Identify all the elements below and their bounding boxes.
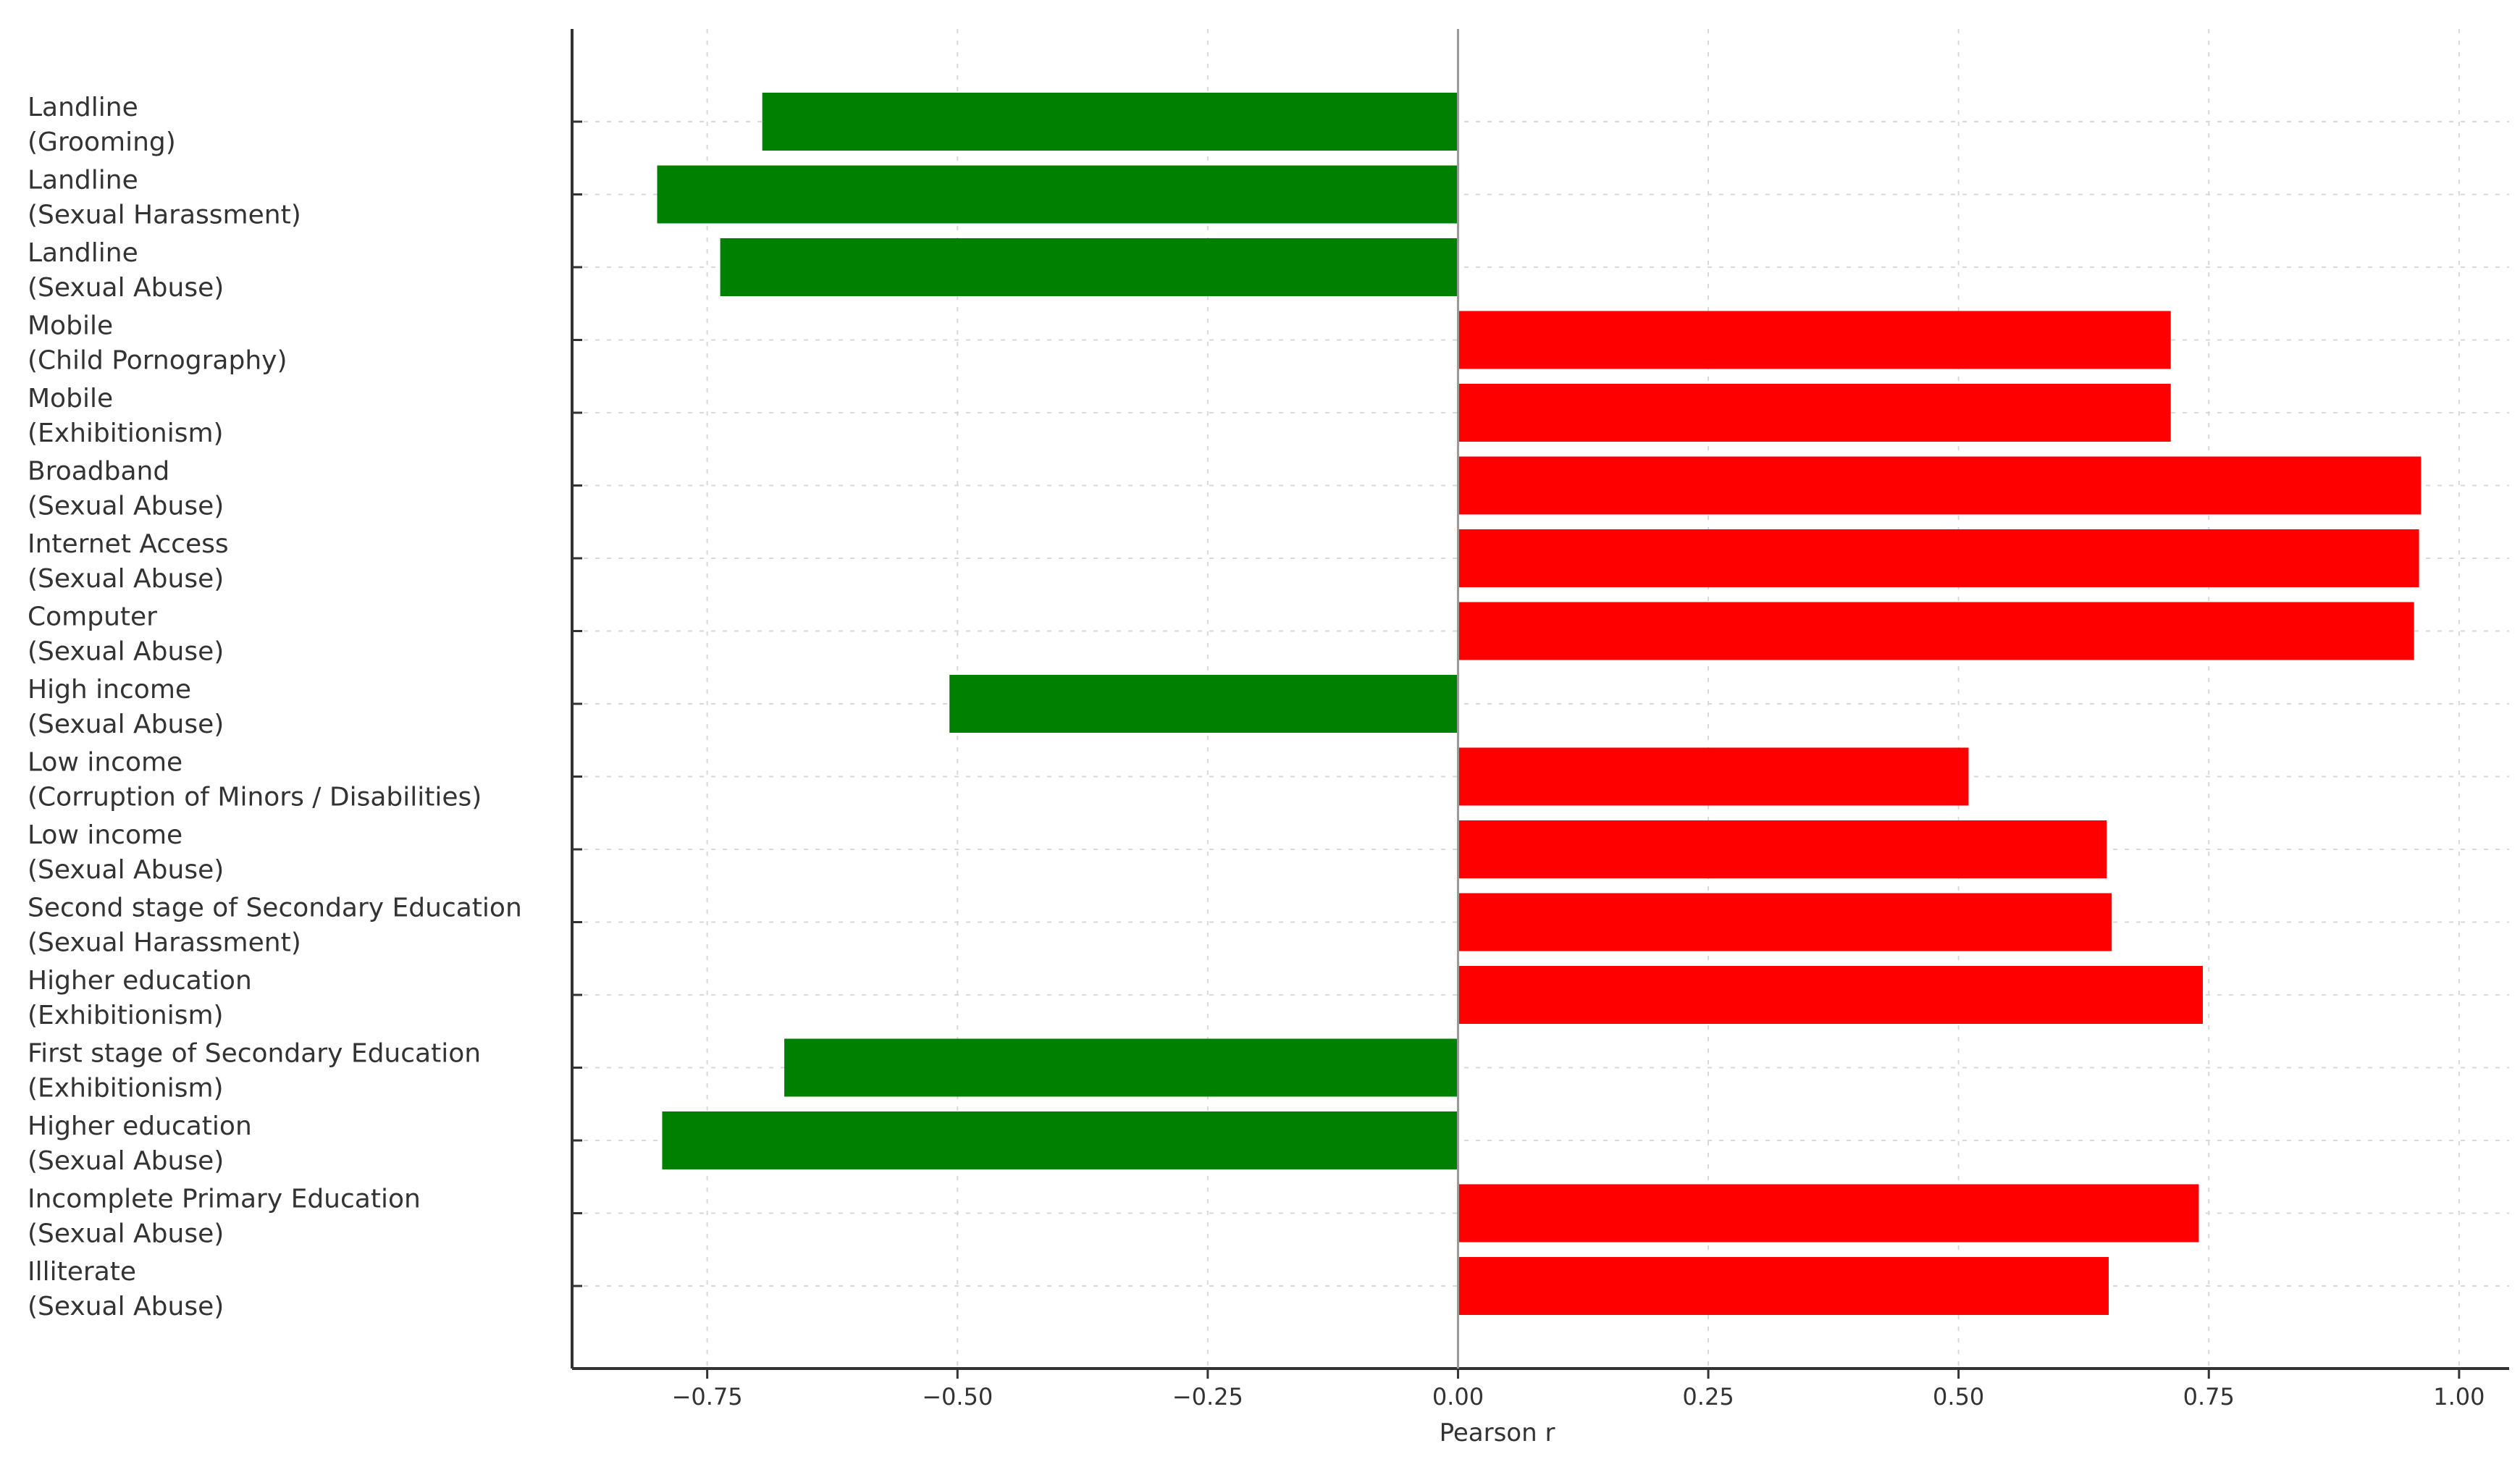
category-label-line1: First stage of Secondary Education xyxy=(28,1039,481,1069)
axis-layer xyxy=(571,29,2509,1370)
category-label-line1: Landline xyxy=(28,238,138,268)
category-label-line1: Mobile xyxy=(28,311,113,341)
x-tick-label: 0.25 xyxy=(1682,1383,1734,1411)
bar-landline-sexual-abuse xyxy=(720,238,1458,296)
category-label-line2: (Corruption of Minors / Disabilities) xyxy=(28,783,482,812)
category-label-line1: Internet Access xyxy=(28,529,229,559)
bar-layer xyxy=(657,93,2422,1315)
category-label-line1: Computer xyxy=(28,602,157,632)
x-tick-label: 0.75 xyxy=(2183,1383,2235,1411)
category-label-line1: Second stage of Secondary Education xyxy=(28,894,522,923)
x-tick-label: 1.00 xyxy=(2433,1383,2485,1411)
bar-illiterate-sexual-abuse xyxy=(1458,1257,2109,1315)
category-label-line2: (Sexual Harassment) xyxy=(28,928,301,958)
bar-broadband-sexual-abuse xyxy=(1458,456,2422,515)
bar-mobile-child-pornography xyxy=(1458,311,2171,369)
x-tick-label: −0.50 xyxy=(922,1383,993,1411)
category-label-line2: (Sexual Abuse) xyxy=(28,492,224,521)
x-tick-label: 0.00 xyxy=(1432,1383,1484,1411)
bar-landline-sexual-harassment xyxy=(657,165,1458,224)
label-layer: −0.75 −0.50 −0.25 0.00 0.25 0.50 0.75 1.00 Landl… xyxy=(28,93,2485,1411)
category-label-line2: (Exhibitionism) xyxy=(28,419,224,448)
category-label-line1: Landline xyxy=(28,93,138,122)
category-label-line2: (Grooming) xyxy=(28,127,176,157)
x-axis-title: Pearson r xyxy=(1440,1418,1555,1447)
category-label-line1: High income xyxy=(28,675,191,705)
x-tick-label: −0.25 xyxy=(1172,1383,1243,1411)
category-label-line1: Higher education xyxy=(28,1111,252,1141)
bar-first-stage-of-secondary-education-exhibitionism xyxy=(784,1038,1458,1097)
bar-low-income-corruption-of-minors-disabilities xyxy=(1458,747,1969,806)
category-label-line2: (Sexual Abuse) xyxy=(28,1292,224,1321)
category-label-line2: (Exhibitionism) xyxy=(28,1074,224,1104)
category-label-line1: Landline xyxy=(28,166,138,196)
category-label-line2: (Sexual Abuse) xyxy=(28,855,224,885)
category-label-line2: (Sexual Abuse) xyxy=(28,710,224,739)
category-label-line2: (Exhibitionism) xyxy=(28,1001,224,1030)
category-label-line1: Illiterate xyxy=(28,1257,136,1287)
bar-higher-education-sexual-abuse xyxy=(662,1111,1458,1169)
category-label-line2: (Sexual Abuse) xyxy=(28,637,224,667)
category-label-line1: Low income xyxy=(28,748,182,778)
category-label-line2: (Sexual Abuse) xyxy=(28,273,224,303)
category-label-line1: Higher education xyxy=(28,966,252,996)
bar-incomplete-primary-education-sexual-abuse xyxy=(1458,1184,2199,1243)
category-label-line1: Broadband xyxy=(28,457,169,487)
category-label-line2: (Sexual Abuse) xyxy=(28,564,224,594)
bar-internet-access-sexual-abuse xyxy=(1458,529,2419,587)
category-label-line1: Incomplete Primary Education xyxy=(28,1185,421,1214)
bar-computer-sexual-abuse xyxy=(1458,602,2414,660)
category-label-line2: (Sexual Abuse) xyxy=(28,1146,224,1176)
bar-mobile-exhibitionism xyxy=(1458,384,2171,442)
bar-low-income-sexual-abuse xyxy=(1458,820,2107,878)
bar-second-stage-of-secondary-education-sexual-harassment xyxy=(1458,893,2112,951)
x-tick-label: 0.50 xyxy=(1933,1383,1984,1411)
category-label-line1: Low income xyxy=(28,820,182,850)
bar-higher-education-exhibitionism xyxy=(1458,966,2203,1024)
category-label-line1: Mobile xyxy=(28,384,113,413)
bar-landline-grooming xyxy=(762,93,1458,151)
category-label-line2: (Sexual Harassment) xyxy=(28,201,301,230)
category-label-line2: (Child Pornography) xyxy=(28,346,287,376)
bar-high-income-sexual-abuse xyxy=(949,675,1458,733)
category-label-line2: (Sexual Abuse) xyxy=(28,1219,224,1249)
x-tick-label: −0.75 xyxy=(672,1383,743,1411)
